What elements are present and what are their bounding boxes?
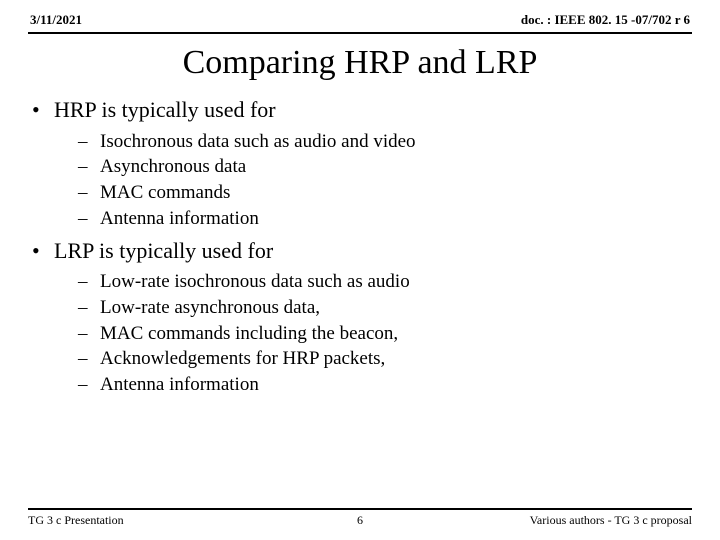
sub-text: Isochronous data such as audio and video xyxy=(100,131,416,152)
sub-item: Isochronous data such as audio and video xyxy=(78,130,692,154)
sub-item: Asynchronous data xyxy=(78,155,692,179)
header-date: 3/11/2021 xyxy=(30,12,82,28)
sub-text: Antenna information xyxy=(100,374,259,395)
sub-item: Low-rate asynchronous data, xyxy=(78,296,692,320)
sub-text: Antenna information xyxy=(100,208,259,229)
sub-text: MAC commands including the beacon, xyxy=(100,323,398,344)
sub-text: MAC commands xyxy=(100,182,230,203)
sub-text: Acknowledgements for HRP packets, xyxy=(100,348,385,369)
sub-item: Antenna information xyxy=(78,373,692,397)
footer-page-number: 6 xyxy=(28,513,692,528)
sub-item: Low-rate isochronous data such as audio xyxy=(78,270,692,294)
header-rule xyxy=(28,32,692,34)
sub-text: Low-rate asynchronous data, xyxy=(100,297,320,318)
footer-bar: TG 3 c Presentation 6 Various authors - … xyxy=(28,508,692,528)
bullet-item: HRP is typically used for Isochronous da… xyxy=(30,96,692,231)
bullet-list: HRP is typically used for Isochronous da… xyxy=(28,96,692,397)
header-doc-id: doc. : IEEE 802. 15 -07/702 r 6 xyxy=(521,12,690,28)
bullet-item: LRP is typically used for Low-rate isoch… xyxy=(30,237,692,397)
sub-list: Low-rate isochronous data such as audio … xyxy=(54,270,692,397)
sub-item: MAC commands xyxy=(78,181,692,205)
bullet-text: LRP is typically used for xyxy=(54,238,273,263)
bullet-text: HRP is typically used for xyxy=(54,97,276,122)
sub-item: Acknowledgements for HRP packets, xyxy=(78,347,692,371)
slide-body: HRP is typically used for Isochronous da… xyxy=(28,96,692,397)
header-bar: 3/11/2021 doc. : IEEE 802. 15 -07/702 r … xyxy=(28,12,692,30)
sub-text: Low-rate isochronous data such as audio xyxy=(100,271,410,292)
footer-rule xyxy=(28,508,692,510)
sub-list: Isochronous data such as audio and video… xyxy=(54,130,692,231)
slide: 3/11/2021 doc. : IEEE 802. 15 -07/702 r … xyxy=(0,0,720,540)
sub-item: Antenna information xyxy=(78,207,692,231)
slide-title: Comparing HRP and LRP xyxy=(28,44,692,82)
sub-text: Asynchronous data xyxy=(100,156,246,177)
sub-item: MAC commands including the beacon, xyxy=(78,322,692,346)
footer-row: TG 3 c Presentation 6 Various authors - … xyxy=(28,513,692,528)
